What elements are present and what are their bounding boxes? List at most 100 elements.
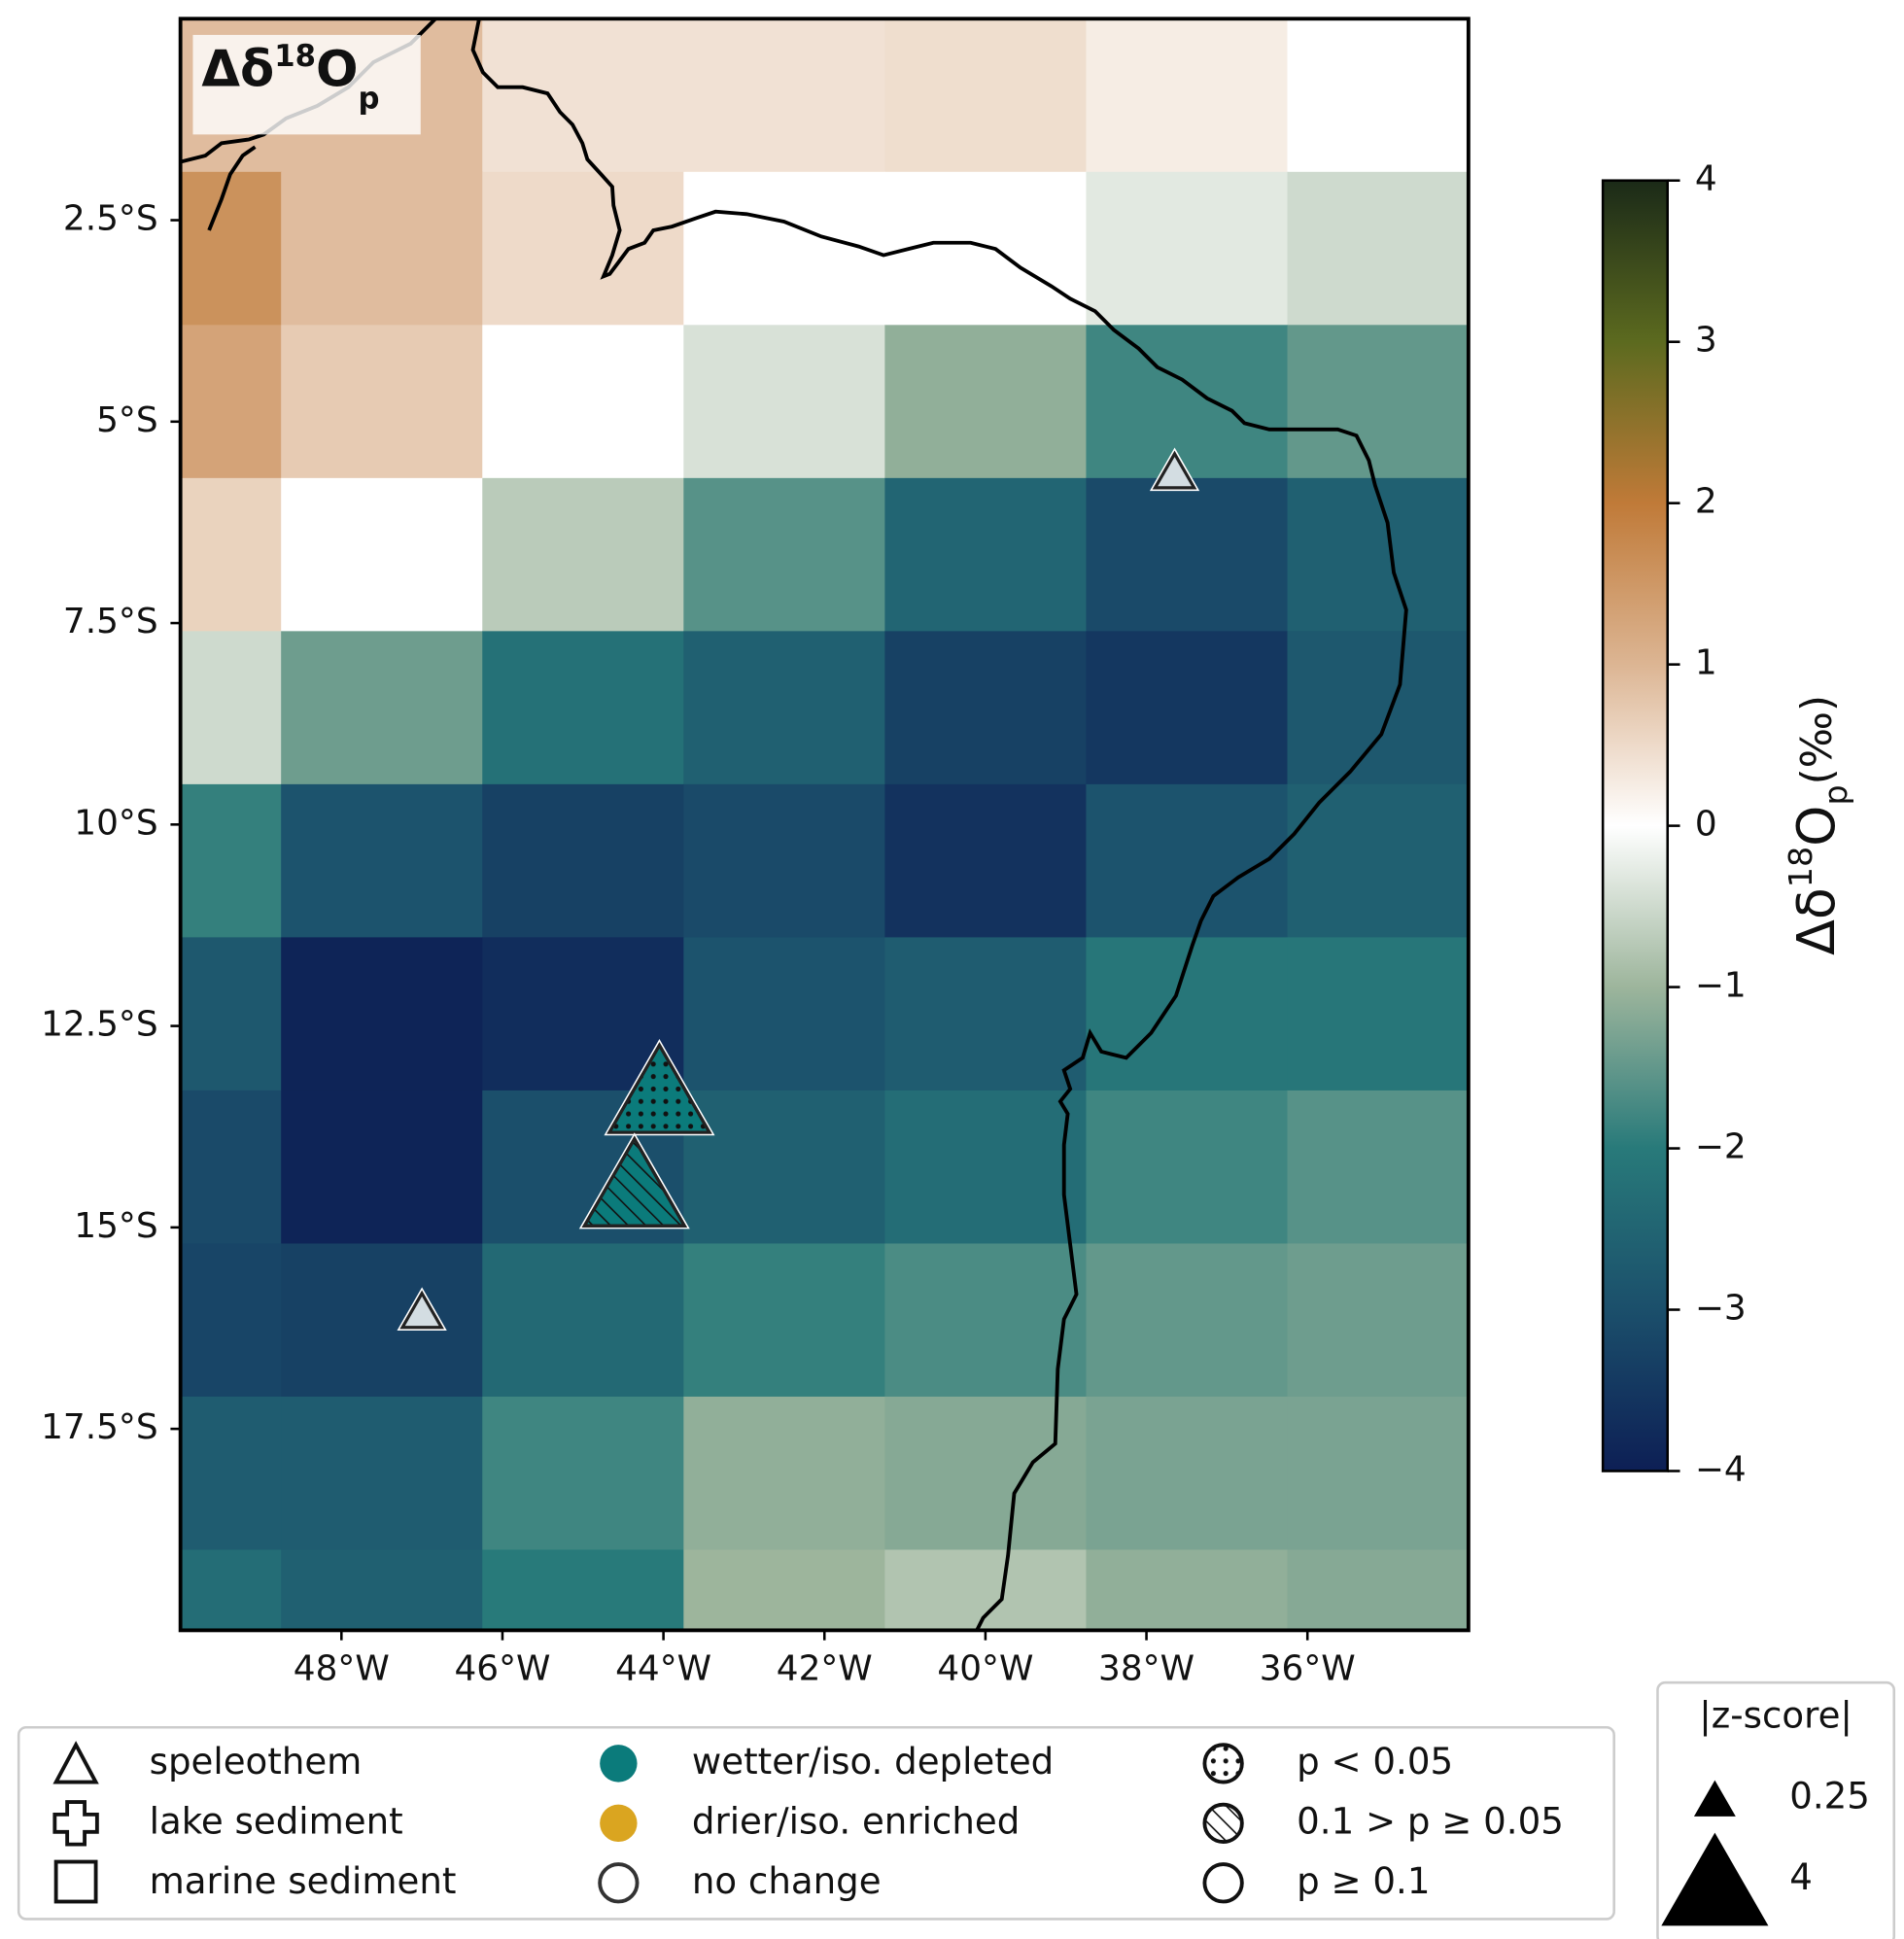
grid-cell (180, 171, 282, 326)
grid-cell (683, 1090, 886, 1245)
x-tick-label: 48°W (294, 1648, 390, 1688)
grid-cell (180, 1243, 282, 1398)
size-legend-marker (1693, 1780, 1736, 1817)
grid-cell (884, 1243, 1088, 1398)
site-pattern (581, 1135, 688, 1228)
colorbar-tick-label: −2 (1695, 1127, 1747, 1167)
colorbar-tick-label: 4 (1695, 159, 1717, 199)
grid-cell (482, 1243, 684, 1398)
sites (397, 447, 1200, 1331)
grid-cell (1086, 631, 1289, 785)
colorbar-label: Δδ18Op(‰) (1782, 695, 1854, 955)
grid-cell (683, 783, 886, 939)
grid-cell (281, 325, 483, 479)
grid-cell (1287, 937, 1469, 1091)
colorbar-tick-label: 3 (1695, 321, 1717, 361)
grid-cell (482, 631, 684, 785)
colorbar-tick-label: −4 (1695, 1449, 1747, 1489)
legend-swatch (598, 1862, 640, 1904)
grid-cell (1287, 1549, 1469, 1631)
colorbar-tick-label: −3 (1695, 1289, 1747, 1329)
legend-label: p ≥ 0.1 (1297, 1860, 1430, 1902)
grid-cell (683, 631, 886, 785)
x-tick-label: 46°W (454, 1648, 550, 1688)
grid-cell (180, 477, 282, 633)
grid-cell (281, 631, 483, 785)
legend-label: marine sediment (150, 1860, 457, 1902)
grid-cell (1287, 1396, 1469, 1551)
grid-cell (482, 477, 684, 633)
grid-cell (1287, 1090, 1469, 1245)
y-tick-label: 12.5°S (41, 1005, 157, 1045)
title-box (192, 34, 421, 135)
legend-label: speleothem (150, 1741, 363, 1783)
grid-cell (1086, 171, 1289, 326)
site-marker-outline (399, 1290, 445, 1330)
grid-cell (1287, 325, 1469, 479)
grid-cell (180, 1549, 282, 1631)
x-tick-label: 38°W (1098, 1648, 1194, 1688)
grid-cell (281, 1090, 483, 1245)
size-legend-marker (1661, 1832, 1769, 1926)
size-legend: |z-score| 0.25 4 (1661, 1695, 1870, 1926)
grid-cell (884, 937, 1088, 1091)
grid-cell (281, 477, 483, 633)
colorbar-ticks: −4 −3 −2 −1 0 1 2 3 4 (1667, 159, 1747, 1489)
grid-cell (180, 631, 282, 785)
grid-cell (180, 1090, 282, 1245)
grid-cell (281, 171, 483, 326)
grid-cell (1086, 325, 1289, 479)
x-tick-label: 40°W (937, 1648, 1033, 1688)
colorbar (1601, 179, 1670, 1472)
grid-cell (281, 783, 483, 939)
grid-cell (683, 171, 886, 326)
grid-cell (683, 1243, 886, 1398)
grid-cell (884, 631, 1088, 785)
colorbar-tick-label: −1 (1695, 966, 1747, 1006)
size-legend-label: 4 (1789, 1856, 1813, 1898)
grid-cell (884, 325, 1088, 479)
x-tick-label: 36°W (1260, 1648, 1356, 1688)
legend-label: no change (692, 1860, 882, 1902)
grid-cell (683, 477, 886, 633)
legend: speleothem lake sediment marine sediment we… (150, 1741, 1564, 1904)
y-tick-label: 7.5°S (63, 602, 158, 641)
legend-swatch (600, 1745, 638, 1783)
grid-cell (884, 783, 1088, 939)
grid-cell (884, 477, 1088, 633)
grid-cell (1287, 477, 1469, 633)
colorbar-tick-label: 2 (1695, 482, 1717, 522)
grid-cell (281, 1396, 483, 1551)
legend-label: p < 0.05 (1297, 1741, 1453, 1783)
grid-cell (884, 1396, 1088, 1551)
map-title: Δδ18Op (201, 38, 379, 116)
grid-cell (180, 1396, 282, 1551)
grid-cell (482, 1549, 684, 1631)
grid-cell (281, 1549, 483, 1631)
grid-cell (683, 1549, 886, 1631)
site-marker-outline (1152, 450, 1197, 490)
x-tick-label: 44°W (615, 1648, 711, 1688)
grid-cell (1287, 631, 1469, 785)
grid-cell (482, 171, 684, 326)
axes: 48°W 46°W 44°W 42°W 40°W 38°W 36°W 2.5°S 5°S 7.5°… (41, 199, 1356, 1689)
grid-cell (180, 783, 282, 939)
site-pattern (606, 1042, 712, 1134)
legend-symbols (52, 1741, 1244, 1904)
grid-cell (1287, 18, 1469, 173)
grid-cell (1287, 1243, 1469, 1398)
colorbar-tick-label: 1 (1695, 643, 1717, 683)
grid-cell (1086, 1243, 1289, 1398)
legend-label: wetter/iso. depleted (692, 1741, 1054, 1783)
grid-cell (683, 937, 886, 1091)
grid-cell (281, 1243, 483, 1398)
grid-cell (1086, 18, 1289, 173)
grid-cell (482, 325, 684, 479)
grid-cell (884, 1090, 1088, 1245)
y-tick-label: 2.5°S (63, 199, 158, 239)
y-tick-label: 10°S (74, 803, 157, 843)
y-tick-label: 15°S (74, 1206, 157, 1246)
x-tick-label: 42°W (777, 1648, 873, 1688)
grid-cell (683, 1396, 886, 1551)
y-tick-label: 5°S (96, 400, 157, 440)
